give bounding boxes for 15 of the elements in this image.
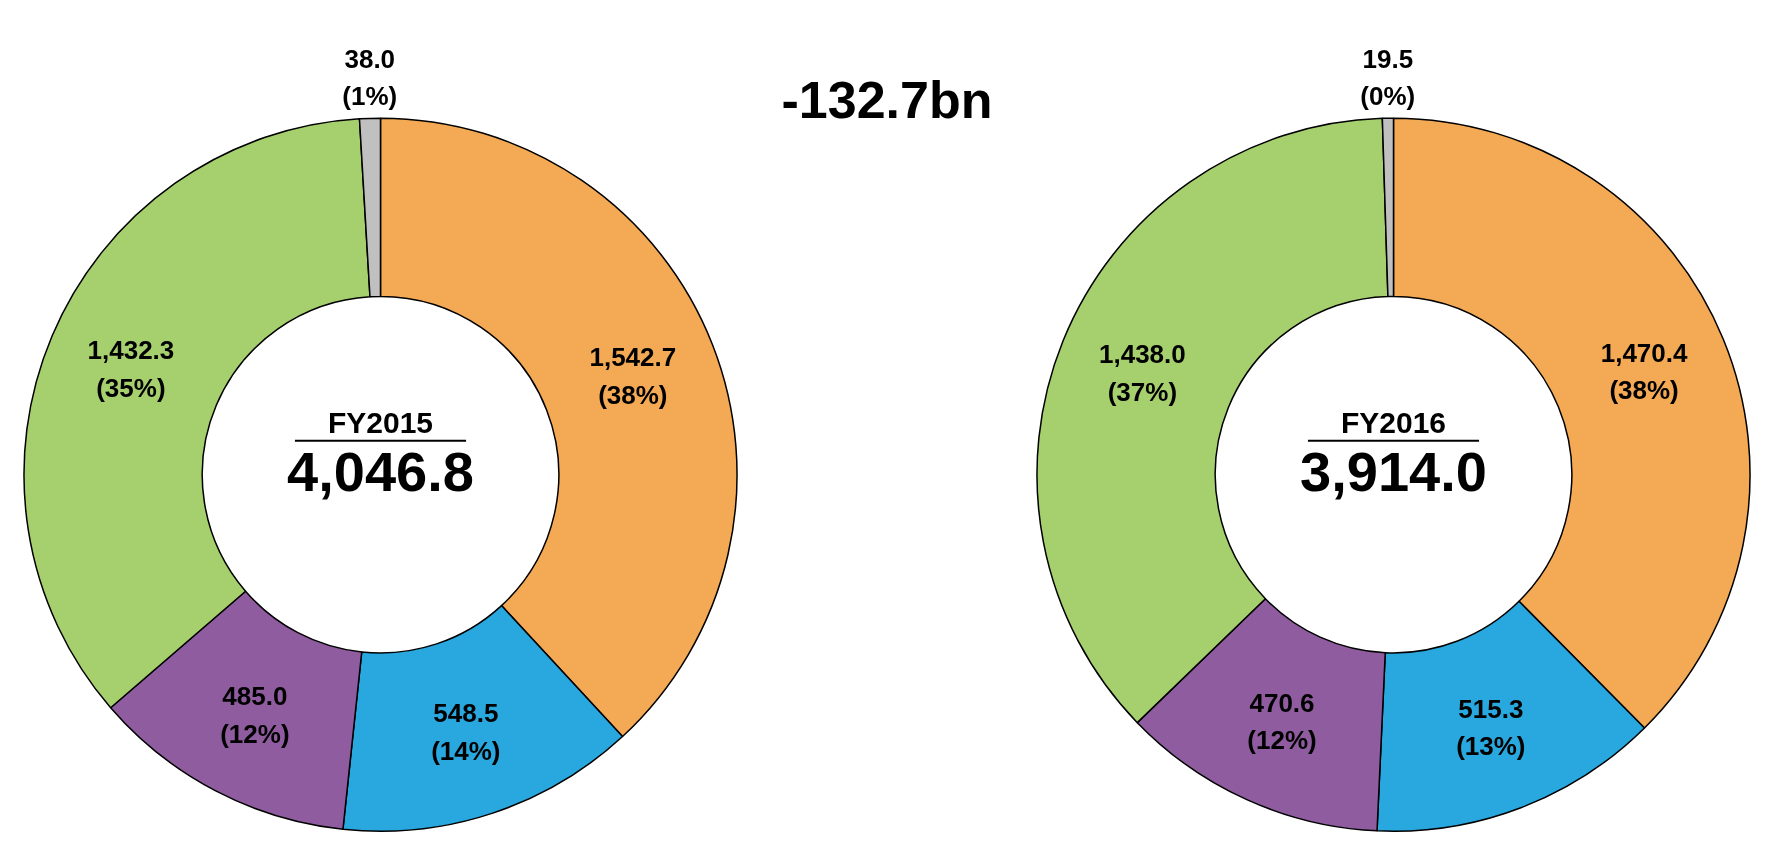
data-label: 1,542.7 (38%) — [589, 342, 677, 410]
data-label: 470.6 (12%) — [1247, 687, 1317, 756]
text: -132.7bn — [781, 71, 993, 130]
text: 4,046.8 — [287, 440, 474, 504]
text: FY2016 — [1340, 406, 1447, 440]
data-label: 1,470.4 (38%) — [1600, 337, 1688, 406]
data-label: 38.0 (1%) — [342, 43, 398, 112]
data-label: 548.5 (14%) — [431, 698, 501, 766]
text: 3,914.0 — [1300, 440, 1487, 504]
data-label: 1,432.3 (35%) — [87, 335, 175, 403]
data-label: 19.5 (0%) — [1360, 43, 1416, 112]
data-label: 485.0 (12%) — [220, 681, 290, 749]
text: FY2015 — [327, 406, 434, 440]
data-label: 1,438.0 (37%) — [1099, 339, 1186, 407]
data-label: 515.3 (13%) — [1456, 693, 1526, 762]
